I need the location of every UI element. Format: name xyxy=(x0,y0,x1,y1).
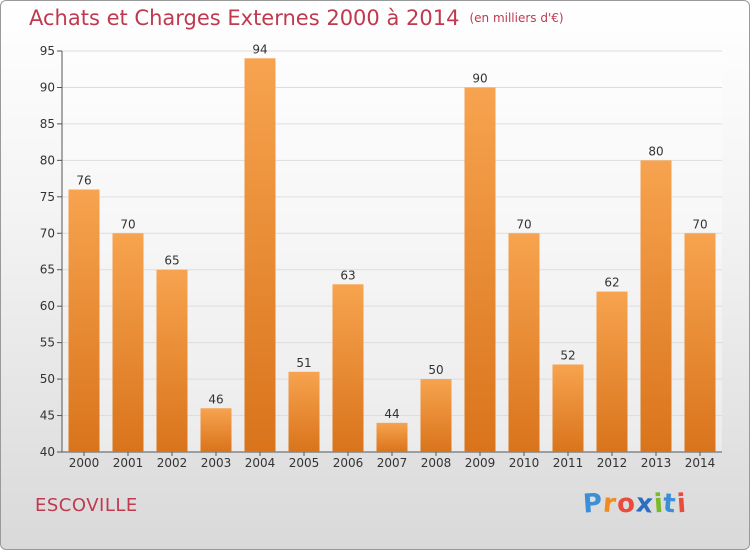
y-tick-label: 50 xyxy=(40,372,55,386)
x-tick-label: 2011 xyxy=(553,456,584,470)
y-tick-label: 90 xyxy=(40,80,55,94)
data-label: 90 xyxy=(472,71,487,85)
x-tick-label: 2013 xyxy=(641,456,672,470)
x-tick-label: 2007 xyxy=(377,456,408,470)
bar-2014 xyxy=(684,233,716,452)
x-tick-label: 2006 xyxy=(333,456,364,470)
chart-title: Achats et Charges Externes 2000 à 2014 (e… xyxy=(29,6,564,30)
y-tick-label: 75 xyxy=(40,190,55,204)
logo-letter: i xyxy=(675,488,688,520)
y-tick-label: 60 xyxy=(40,299,55,313)
bar-2012 xyxy=(596,291,628,452)
data-label: 50 xyxy=(428,363,443,377)
bar-2011 xyxy=(552,364,584,452)
data-label: 51 xyxy=(296,356,311,370)
data-label: 46 xyxy=(208,392,223,406)
logo-letter: x xyxy=(634,488,655,520)
x-tick-label: 2001 xyxy=(113,456,144,470)
data-label: 65 xyxy=(164,254,179,268)
x-tick-label: 2009 xyxy=(465,456,496,470)
bar-2001 xyxy=(112,233,144,452)
x-tick-label: 2012 xyxy=(597,456,628,470)
y-tick-label: 55 xyxy=(40,336,55,350)
place-name: ESCOVILLE xyxy=(35,495,138,516)
y-tick-label: 85 xyxy=(40,117,55,131)
logo-letter: P xyxy=(581,488,605,520)
x-tick-label: 2005 xyxy=(289,456,320,470)
data-label: 70 xyxy=(692,217,707,231)
x-tick-label: 2014 xyxy=(685,456,716,470)
title-text: Achats et Charges Externes 2000 à 2014 xyxy=(29,6,460,30)
data-label: 80 xyxy=(648,144,663,158)
x-tick-label: 2004 xyxy=(245,456,276,470)
bar-2009 xyxy=(464,87,496,453)
y-tick-label: 40 xyxy=(40,445,55,459)
data-label: 70 xyxy=(120,217,135,231)
bar-2013 xyxy=(640,160,672,452)
y-tick-label: 45 xyxy=(40,409,55,423)
bar-2005 xyxy=(288,371,320,452)
x-tick-label: 2010 xyxy=(509,456,540,470)
data-label: 94 xyxy=(252,42,267,56)
data-label: 44 xyxy=(384,407,399,421)
logo-letter: o xyxy=(615,488,637,520)
data-label: 52 xyxy=(560,349,575,363)
data-label: 70 xyxy=(516,217,531,231)
y-tick-label: 70 xyxy=(40,226,55,240)
unit-label: (en milliers d'€) xyxy=(469,11,564,25)
data-label: 62 xyxy=(604,276,619,290)
x-tick-label: 2008 xyxy=(421,456,452,470)
y-tick-label: 80 xyxy=(40,153,55,167)
data-label: 76 xyxy=(76,174,91,188)
x-tick-label: 2003 xyxy=(201,456,232,470)
bar-2003 xyxy=(200,408,232,452)
proxiti-logo: Proxiti xyxy=(581,488,688,520)
x-tick-label: 2002 xyxy=(157,456,188,470)
bar-2004 xyxy=(244,58,276,453)
y-tick-label: 95 xyxy=(40,44,55,58)
data-label: 63 xyxy=(340,268,355,282)
y-tick-label: 65 xyxy=(40,263,55,277)
bar-2002 xyxy=(156,269,188,452)
bar-2000 xyxy=(68,189,100,452)
x-tick-label: 2000 xyxy=(69,456,100,470)
bar-2010 xyxy=(508,233,540,452)
bar-2007 xyxy=(376,422,408,452)
bar-2008 xyxy=(420,379,452,452)
bar-2006 xyxy=(332,284,364,452)
